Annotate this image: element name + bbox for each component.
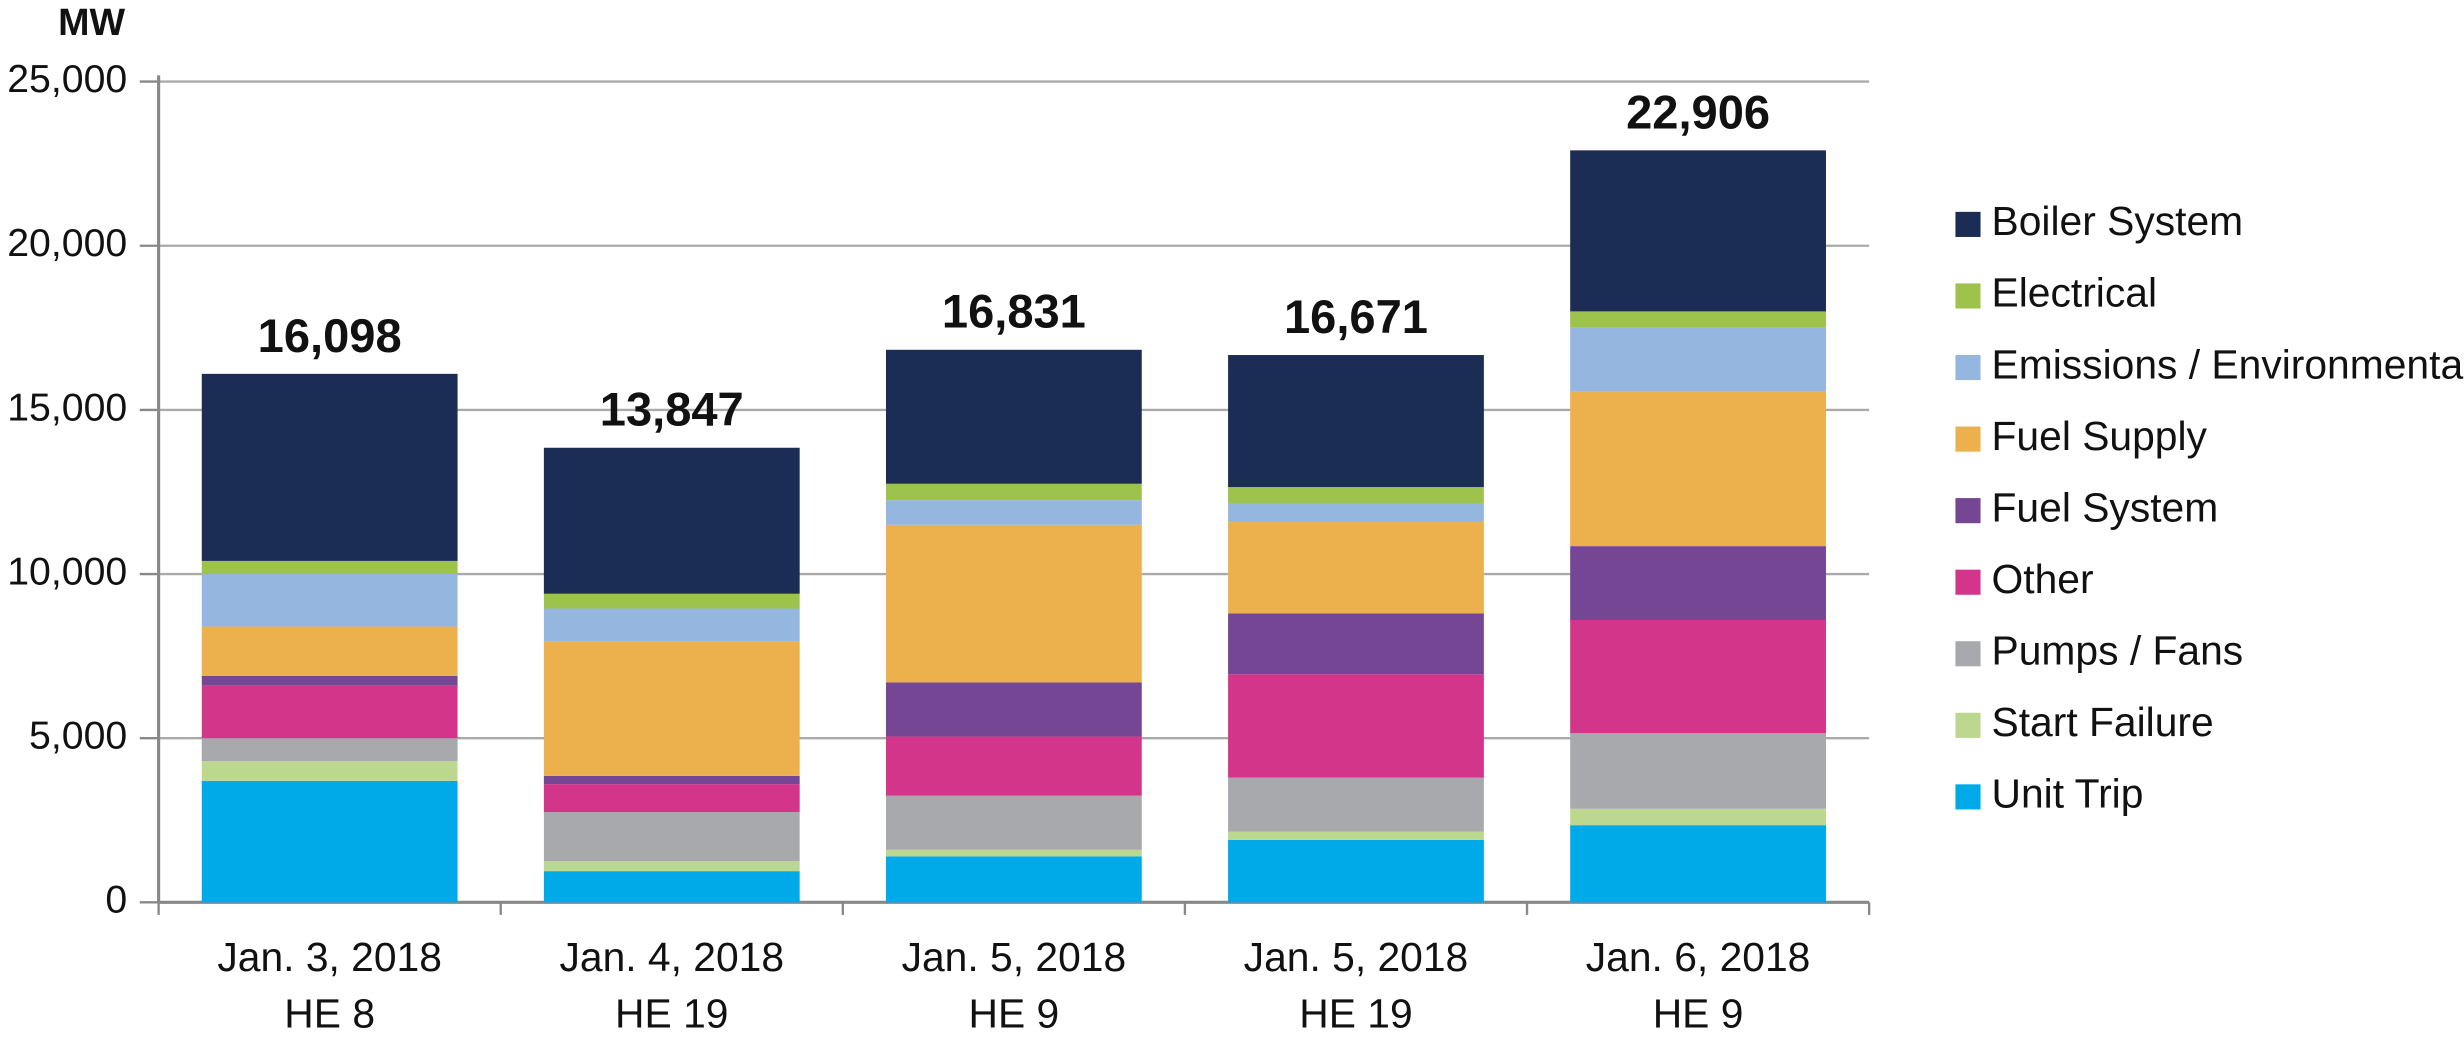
bar-segment: [1570, 825, 1826, 903]
bar-segment: [1570, 733, 1826, 809]
y-tick-label: 5,000: [29, 714, 127, 758]
legend-swatch: [1955, 283, 1981, 309]
x-tick-label: HE 9: [969, 991, 1060, 1037]
bar-segment: [201, 675, 458, 686]
bar-segment: [885, 795, 1142, 850]
bar-segment: [1228, 839, 1484, 903]
bar-segment: [543, 861, 800, 872]
bar-segment: [201, 780, 458, 903]
bar-segment: [201, 574, 458, 627]
bar-segment: [1228, 613, 1484, 675]
y-tick-label: 10,000: [7, 549, 127, 593]
bar-segment: [543, 447, 800, 594]
legend-swatch: [1955, 498, 1981, 524]
x-tick-label: HE 19: [615, 991, 728, 1037]
bar-segment: [543, 812, 800, 862]
bar-segment: [201, 560, 458, 575]
bar-segment: [885, 524, 1142, 683]
legend-label: Boiler System: [1992, 198, 2244, 244]
bar-segment: [543, 608, 800, 642]
y-tick-label: 0: [105, 878, 127, 922]
bar-segment: [1570, 391, 1826, 547]
legend-label: Start Failure: [1992, 699, 2214, 745]
bar-segment: [885, 849, 1142, 857]
x-tick-label: Jan. 6, 2018: [1586, 934, 1811, 980]
legend-swatch: [1955, 569, 1981, 595]
bar-segment: [201, 685, 458, 739]
total-label: 16,831: [942, 285, 1086, 338]
x-tick-label: HE 9: [1653, 991, 1744, 1037]
legend-swatch: [1955, 784, 1981, 810]
bar-segment: [1570, 808, 1826, 826]
total-label: 22,906: [1626, 85, 1770, 138]
bar-segment: [1228, 674, 1484, 778]
bar-segment: [1570, 311, 1826, 328]
bar-segment: [543, 641, 800, 776]
x-tick-label: HE 8: [284, 991, 375, 1037]
bar-segment: [201, 761, 458, 781]
bar-segment: [1570, 546, 1826, 621]
legend-label: Fuel System: [1992, 484, 2219, 530]
bar-segment: [201, 373, 458, 561]
legend-label: Other: [1992, 556, 2094, 602]
bar-segment: [1228, 487, 1484, 504]
bar-segment: [885, 682, 1142, 737]
bar-segment: [1570, 620, 1826, 734]
y-axis-label: MW: [58, 1, 125, 43]
legend-label: Fuel Supply: [1992, 413, 2208, 459]
total-label: 16,098: [258, 309, 402, 362]
y-tick-label: 20,000: [7, 221, 127, 265]
total-label: 13,847: [600, 383, 744, 436]
legend-label: Emissions / Environmental: [1992, 341, 2464, 387]
y-tick-label: 25,000: [7, 57, 127, 101]
legend-label: Unit Trip: [1992, 771, 2144, 817]
bar-segment: [1570, 327, 1826, 392]
y-tick-label: 15,000: [7, 385, 127, 429]
bar-segment: [885, 500, 1142, 525]
bar-segment: [1228, 831, 1484, 840]
bar-segment: [885, 483, 1142, 501]
x-tick-label: Jan. 3, 2018: [217, 934, 442, 980]
bar-segment: [1228, 503, 1484, 522]
total-label: 16,671: [1284, 290, 1428, 343]
bar-segment: [885, 349, 1142, 484]
bar-segment: [543, 784, 800, 813]
bar-segment: [1228, 777, 1484, 832]
legend-swatch: [1955, 354, 1981, 381]
bar-segment: [543, 775, 800, 785]
legend-swatch: [1955, 712, 1981, 738]
legend-label: Pumps / Fans: [1992, 628, 2244, 674]
bar-segment: [885, 736, 1142, 796]
legend-swatch: [1955, 211, 1981, 237]
bar-segment: [201, 738, 458, 762]
x-tick-label: Jan. 5, 2018: [902, 934, 1127, 980]
x-tick-label: Jan. 5, 2018: [1244, 934, 1469, 980]
bar-segment: [201, 626, 458, 676]
bar-segment: [1570, 150, 1826, 312]
x-tick-label: HE 19: [1299, 991, 1412, 1037]
bar-segment: [1228, 521, 1484, 614]
legend-swatch: [1955, 641, 1981, 667]
legend-swatch: [1955, 426, 1981, 452]
bar-segment: [885, 856, 1142, 903]
legend-label: Electrical: [1992, 270, 2157, 316]
bar-segment: [543, 593, 800, 609]
x-tick-label: Jan. 4, 2018: [559, 934, 784, 980]
bar-segment: [543, 871, 800, 903]
bar-segment: [1228, 355, 1484, 488]
